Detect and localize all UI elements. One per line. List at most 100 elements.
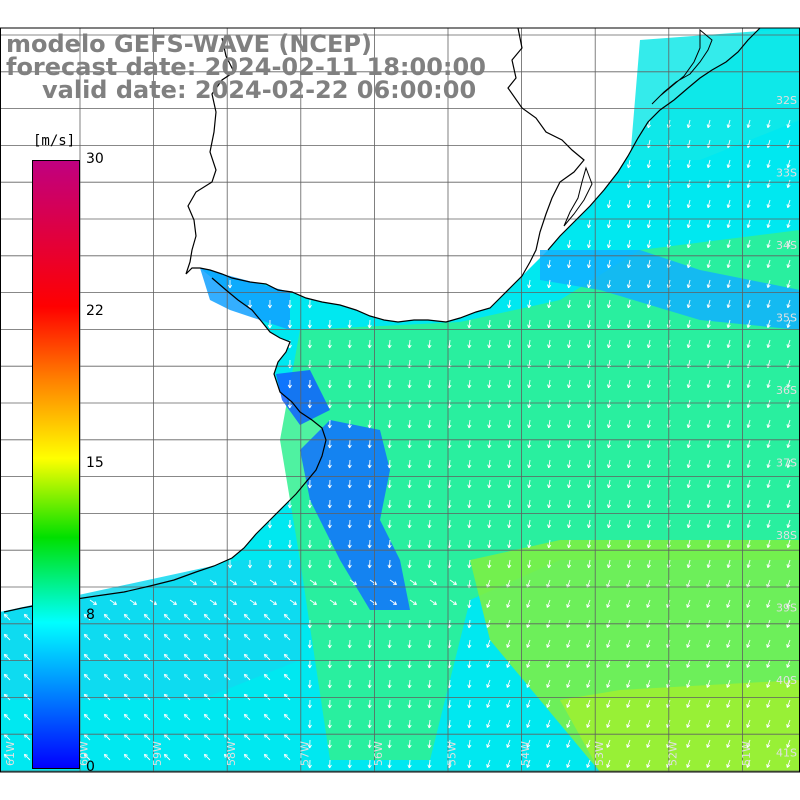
wind-arrow	[586, 639, 591, 648]
wind-arrow	[766, 179, 771, 189]
wind-arrow	[263, 653, 271, 661]
wind-arrow	[626, 699, 631, 708]
wind-arrow	[507, 319, 512, 329]
wind-arrow	[229, 579, 237, 586]
wind-arrow	[766, 739, 771, 748]
wind-arrow	[686, 519, 691, 529]
wind-arrow	[626, 559, 631, 569]
wind-arrow	[547, 299, 552, 309]
wind-arrow	[506, 659, 511, 668]
wind-arrow	[387, 439, 392, 449]
wind-arrow	[347, 719, 352, 729]
wind-arrow	[766, 199, 771, 209]
wind-arrow	[746, 339, 751, 349]
wind-arrow	[287, 399, 292, 409]
wind-arrow	[347, 679, 352, 689]
wind-arrow	[129, 599, 137, 606]
wind-arrow	[183, 613, 191, 621]
wind-arrow	[247, 299, 253, 309]
wind-arrow	[327, 699, 332, 709]
wind-arrow	[387, 639, 392, 649]
wind-arrow	[606, 419, 612, 429]
wind-arrow	[327, 719, 332, 729]
wind-arrow	[327, 639, 332, 649]
wind-arrow	[263, 613, 271, 621]
wind-arrow	[686, 379, 691, 389]
wind-arrow	[407, 439, 412, 449]
wind-arrow	[626, 239, 631, 249]
longitude-label: 61W	[4, 741, 17, 766]
wind-arrow	[203, 713, 211, 721]
wind-arrow	[567, 279, 572, 289]
wind-arrow	[706, 199, 711, 209]
wind-arrow	[407, 739, 412, 749]
wind-arrow	[507, 499, 512, 509]
longitude-label: 58W	[225, 741, 238, 766]
wind-arrow	[507, 439, 512, 449]
wind-arrow	[307, 679, 312, 689]
wind-arrow	[263, 673, 271, 681]
wind-arrow	[486, 659, 491, 668]
wind-arrow	[626, 399, 631, 409]
wind-arrow	[329, 579, 337, 586]
wind-arrow	[267, 299, 272, 309]
wind-arrow	[506, 679, 511, 688]
wind-arrow	[389, 599, 397, 606]
wind-arrow	[506, 719, 511, 728]
wind-arrow	[387, 699, 392, 709]
wind-arrow	[507, 299, 512, 309]
wind-arrow	[606, 199, 612, 209]
wind-arrow	[327, 399, 332, 409]
wind-arrow	[83, 713, 91, 721]
wind-arrow	[407, 559, 412, 569]
wind-arrow	[327, 739, 332, 749]
wind-arrow	[289, 579, 297, 586]
wind-arrow	[587, 379, 592, 389]
wind-arrow	[427, 499, 432, 509]
wind-arrow	[606, 219, 612, 229]
wind-arrow	[506, 639, 511, 648]
wind-arrow	[327, 759, 332, 769]
longitude-label: 54W	[519, 741, 532, 766]
wind-arrow	[486, 599, 491, 608]
wind-arrow	[407, 639, 412, 649]
wind-arrow	[546, 719, 551, 728]
wind-arrow	[123, 613, 131, 621]
wind-arrow	[646, 299, 651, 309]
wind-arrow	[347, 519, 352, 529]
wind-arrow	[267, 319, 272, 329]
wind-arrow	[786, 159, 791, 168]
wind-arrow	[367, 699, 372, 709]
wind-arrow	[163, 753, 171, 761]
model-title: modelo GEFS-WAVE (NCEP)	[6, 30, 372, 58]
wind-arrow	[586, 719, 591, 728]
wind-arrow	[527, 519, 532, 529]
wind-arrow	[547, 379, 552, 389]
lagoon-patos	[651, 28, 713, 105]
wind-arrow	[267, 539, 272, 549]
wind-arrow	[263, 633, 271, 641]
wind-arrow	[567, 519, 572, 529]
wind-arrow	[427, 479, 432, 489]
wind-arrow	[746, 399, 751, 409]
wind-arrow	[706, 439, 711, 449]
wind-arrow	[547, 459, 552, 469]
wind-arrow	[527, 319, 532, 329]
wind-arrow	[547, 399, 552, 409]
wind-arrow	[427, 419, 432, 429]
wind-arrow	[746, 259, 751, 269]
wind-arrow	[227, 559, 233, 569]
wind-arrow	[726, 659, 731, 668]
wind-arrow	[103, 653, 111, 661]
wind-arrow	[746, 179, 751, 189]
coastline-uruguay-brazil	[185, 27, 585, 323]
wind-arrow	[686, 459, 691, 469]
wind-arrow	[646, 719, 651, 728]
wind-arrow	[766, 239, 771, 249]
wind-arrow	[646, 499, 651, 509]
wind-arrow	[387, 399, 392, 409]
wind-arrow	[103, 613, 111, 621]
wind-arrow	[369, 579, 377, 586]
wind-arrow	[209, 599, 217, 606]
wind-arrow	[626, 419, 631, 429]
